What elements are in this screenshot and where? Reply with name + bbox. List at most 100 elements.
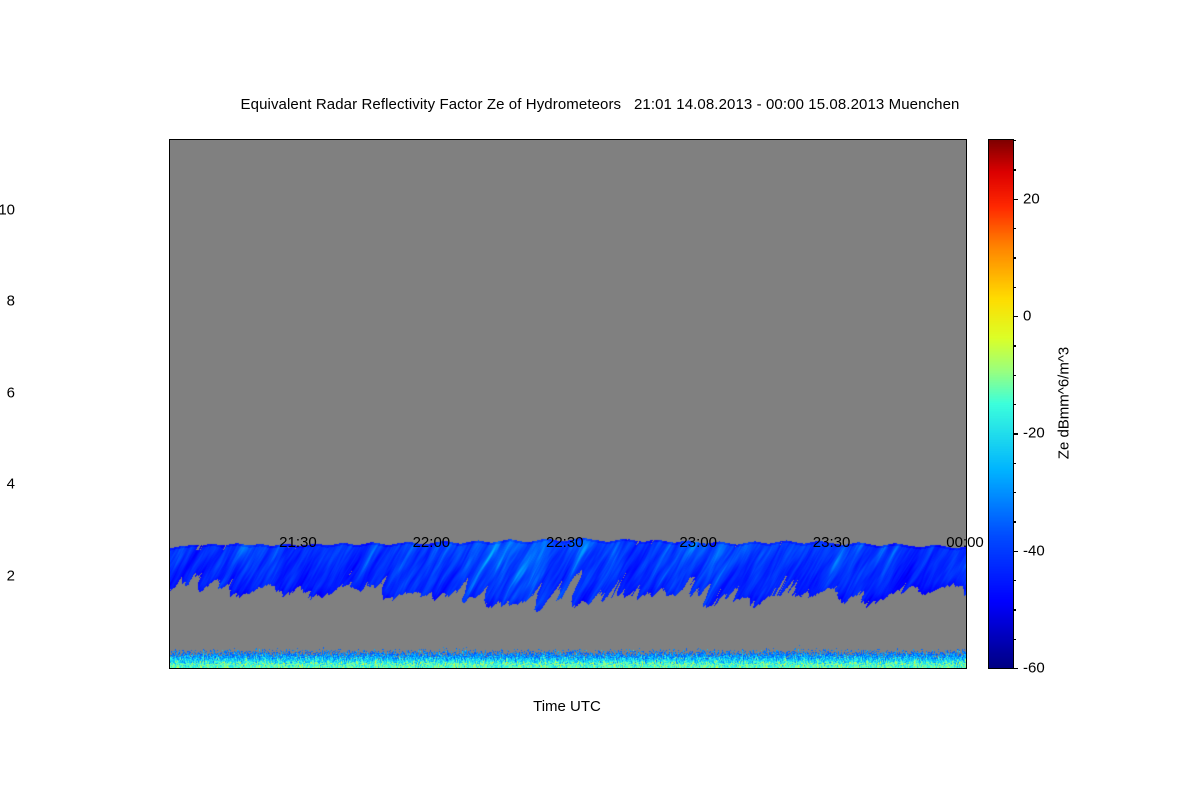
y-axis-tick-minor bbox=[169, 165, 170, 166]
x-axis-tick-major bbox=[833, 668, 834, 669]
x-axis-tick-minor bbox=[619, 139, 620, 140]
x-axis-tick-minor bbox=[219, 139, 220, 140]
colorbar-tick-major bbox=[1013, 433, 1018, 435]
x-axis-tick-minor bbox=[352, 139, 353, 140]
x-axis-tick-minor bbox=[246, 139, 247, 140]
colorbar-tick-minor bbox=[1013, 404, 1016, 406]
x-axis-tick-minor bbox=[539, 139, 540, 140]
y-axis-tick-major bbox=[966, 485, 967, 486]
x-axis-tick-minor bbox=[512, 139, 513, 140]
y-axis-tick-minor bbox=[966, 142, 967, 143]
y-axis-tick-minor bbox=[966, 348, 967, 349]
x-axis-tick-minor bbox=[886, 139, 887, 140]
x-axis-tick-major bbox=[299, 139, 300, 140]
colorbar-tick-major bbox=[1013, 198, 1018, 200]
y-axis-tick-minor bbox=[966, 668, 967, 669]
colorbar-tick-minor bbox=[1013, 609, 1016, 611]
colorbar-tick-major bbox=[1013, 316, 1018, 318]
y-axis-tick-label: 4 bbox=[6, 475, 15, 493]
x-axis-tick-label: 23:00 bbox=[679, 534, 717, 551]
x-axis-tick-major bbox=[566, 139, 567, 140]
x-axis-tick-minor bbox=[619, 668, 620, 669]
x-axis-tick-minor bbox=[459, 668, 460, 669]
x-axis-tick-minor bbox=[352, 668, 353, 669]
x-axis-tick-minor bbox=[859, 668, 860, 669]
plot-area bbox=[169, 139, 967, 669]
colorbar-tick-minor bbox=[1013, 580, 1016, 582]
y-axis-tick-minor bbox=[169, 257, 170, 258]
y-axis-tick-minor bbox=[966, 234, 967, 235]
x-axis-tick-minor bbox=[726, 139, 727, 140]
colorbar-label: Ze dBmm^6/m^3 bbox=[1055, 346, 1073, 460]
y-axis-tick-minor bbox=[966, 599, 967, 600]
x-axis-tick-minor bbox=[939, 139, 940, 140]
y-axis-tick-minor bbox=[169, 622, 170, 623]
y-axis-tick-minor bbox=[966, 188, 967, 189]
x-axis-tick-minor bbox=[673, 668, 674, 669]
y-axis-tick-minor bbox=[966, 257, 967, 258]
colorbar-gradient bbox=[989, 140, 1013, 668]
y-axis-tick-label: 10 bbox=[0, 201, 15, 219]
y-axis-tick-minor bbox=[169, 645, 170, 646]
x-axis-tick-minor bbox=[326, 668, 327, 669]
y-axis-tick-minor bbox=[169, 417, 170, 418]
x-axis-tick-minor bbox=[326, 139, 327, 140]
x-axis-tick-minor bbox=[859, 139, 860, 140]
x-axis-tick-minor bbox=[459, 139, 460, 140]
y-axis-tick-minor bbox=[169, 599, 170, 600]
x-axis-tick-minor bbox=[939, 668, 940, 669]
colorbar-tick-minor bbox=[1013, 140, 1016, 142]
y-axis-tick-minor bbox=[169, 234, 170, 235]
y-axis-tick-minor bbox=[966, 439, 967, 440]
x-axis-tick-minor bbox=[272, 668, 273, 669]
y-axis-tick-minor bbox=[169, 279, 170, 280]
x-axis-tick-minor bbox=[486, 668, 487, 669]
x-axis-tick-minor bbox=[886, 668, 887, 669]
x-axis-tick-minor bbox=[779, 139, 780, 140]
x-axis-tick-minor bbox=[753, 139, 754, 140]
colorbar-tick-minor bbox=[1013, 169, 1016, 171]
y-axis-tick-major bbox=[169, 394, 170, 395]
y-axis-tick-major bbox=[169, 302, 170, 303]
x-axis-tick-minor bbox=[192, 139, 193, 140]
x-axis-tick-minor bbox=[592, 668, 593, 669]
y-axis-tick-minor bbox=[169, 508, 170, 509]
y-axis-tick-minor bbox=[966, 531, 967, 532]
y-axis-tick-minor bbox=[966, 554, 967, 555]
reflectivity-heatmap bbox=[170, 140, 966, 668]
y-axis-tick-minor bbox=[966, 462, 967, 463]
y-axis-tick-minor bbox=[169, 462, 170, 463]
x-axis-tick-minor bbox=[753, 668, 754, 669]
x-axis-tick-major bbox=[699, 139, 700, 140]
x-axis-tick-label: 22:30 bbox=[545, 534, 584, 551]
y-axis-tick-minor bbox=[966, 165, 967, 166]
y-axis-tick-minor bbox=[966, 279, 967, 280]
colorbar-tick-minor bbox=[1013, 286, 1016, 288]
page-title: Equivalent Radar Reflectivity Factor Ze … bbox=[240, 96, 960, 113]
y-axis-tick-minor bbox=[169, 371, 170, 372]
y-axis-tick-minor bbox=[169, 554, 170, 555]
x-axis-tick-minor bbox=[646, 668, 647, 669]
colorbar-tick-label: 0 bbox=[1023, 307, 1032, 325]
y-axis-tick-minor bbox=[169, 325, 170, 326]
y-axis-tick-minor bbox=[169, 348, 170, 349]
colorbar-tick-minor bbox=[1013, 638, 1016, 640]
colorbar-tick-minor bbox=[1013, 345, 1016, 347]
y-axis-tick-label: 8 bbox=[6, 292, 15, 310]
x-axis-tick-minor bbox=[779, 668, 780, 669]
colorbar-tick-major bbox=[1013, 550, 1018, 552]
y-axis-tick-minor bbox=[169, 668, 170, 669]
y-axis-tick-major bbox=[966, 211, 967, 212]
x-axis-tick-major bbox=[966, 139, 967, 140]
x-axis-label: Time UTC bbox=[533, 698, 601, 715]
x-axis-tick-minor bbox=[592, 139, 593, 140]
colorbar-tick-label: -60 bbox=[1023, 659, 1045, 677]
x-axis-tick-minor bbox=[913, 668, 914, 669]
y-axis-tick-label: 6 bbox=[6, 384, 15, 402]
x-axis-tick-minor bbox=[246, 668, 247, 669]
y-axis-tick-major bbox=[169, 485, 170, 486]
y-axis-tick-minor bbox=[966, 508, 967, 509]
colorbar-tick-minor bbox=[1013, 462, 1016, 464]
x-axis-tick-major bbox=[299, 668, 300, 669]
